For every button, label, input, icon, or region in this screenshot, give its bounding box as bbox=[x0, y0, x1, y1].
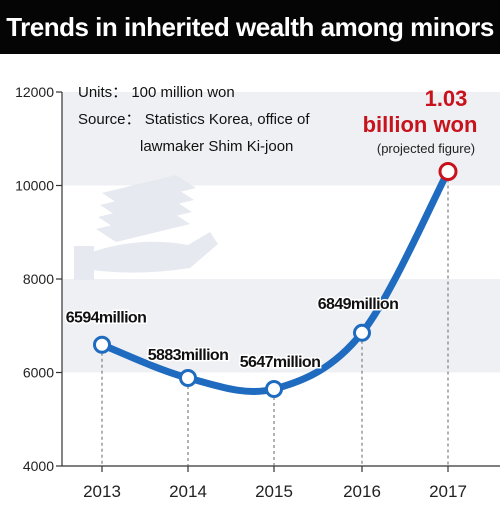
series-wealth bbox=[93, 161, 458, 399]
source-note-line2: lawmaker Shim Ki-joon bbox=[140, 138, 293, 155]
x-tick-label-2013: 2013 bbox=[83, 482, 121, 501]
y-tick-label-4000: 4000 bbox=[23, 458, 54, 474]
x-tick-label-2014: 2014 bbox=[169, 482, 207, 501]
callout-unit: billion won bbox=[363, 112, 478, 137]
data-point-2014 bbox=[179, 368, 197, 387]
data-labels: 6594million 5883million 5647million 6849mil… bbox=[64, 294, 400, 372]
chart-axes: 4000 6000 8000 10000 12000 2013 2014 2015 2016 20… bbox=[15, 84, 500, 501]
x-tick-label-2017: 2017 bbox=[429, 482, 467, 501]
data-point-2013 bbox=[93, 335, 111, 354]
title-bar bbox=[0, 0, 500, 54]
chart-notes: Units： 100 million won Source： Statistic… bbox=[78, 84, 310, 155]
background-bands bbox=[62, 92, 500, 373]
data-label-2013: 6594million bbox=[66, 310, 147, 327]
data-point-2017 bbox=[438, 161, 458, 181]
band-0 bbox=[62, 92, 500, 186]
y-tick-label-10000: 10000 bbox=[15, 178, 54, 194]
y-tick-label-6000: 6000 bbox=[23, 365, 54, 381]
data-point-2016 bbox=[353, 323, 371, 342]
series-line bbox=[98, 167, 452, 395]
source-note-line1: Source： Statistics Korea, office of bbox=[78, 111, 310, 128]
y-tick-label-8000: 8000 bbox=[23, 271, 54, 287]
chart-title: Trends in inherited wealth among minors bbox=[6, 12, 494, 42]
money-stack-in-hand-icon bbox=[74, 175, 218, 280]
callout-2017: 1.03 billion won (projected figure) bbox=[363, 86, 478, 156]
chart-area: Units： 100 million won Source： Statistic… bbox=[15, 84, 500, 501]
data-label-2014: 5883million bbox=[148, 347, 229, 364]
units-note: Units： 100 million won bbox=[78, 84, 235, 101]
data-label-2015: 5647million bbox=[240, 354, 321, 371]
drop-lines bbox=[101, 179, 449, 466]
callout-value: 1.03 bbox=[425, 86, 468, 111]
y-tick-label-12000: 12000 bbox=[15, 84, 54, 100]
data-point-2015 bbox=[265, 380, 283, 399]
x-tick-label-2016: 2016 bbox=[343, 482, 381, 501]
callout-note: (projected figure) bbox=[377, 141, 475, 156]
data-label-2016: 6849million bbox=[318, 296, 399, 313]
x-tick-label-2015: 2015 bbox=[255, 482, 293, 501]
